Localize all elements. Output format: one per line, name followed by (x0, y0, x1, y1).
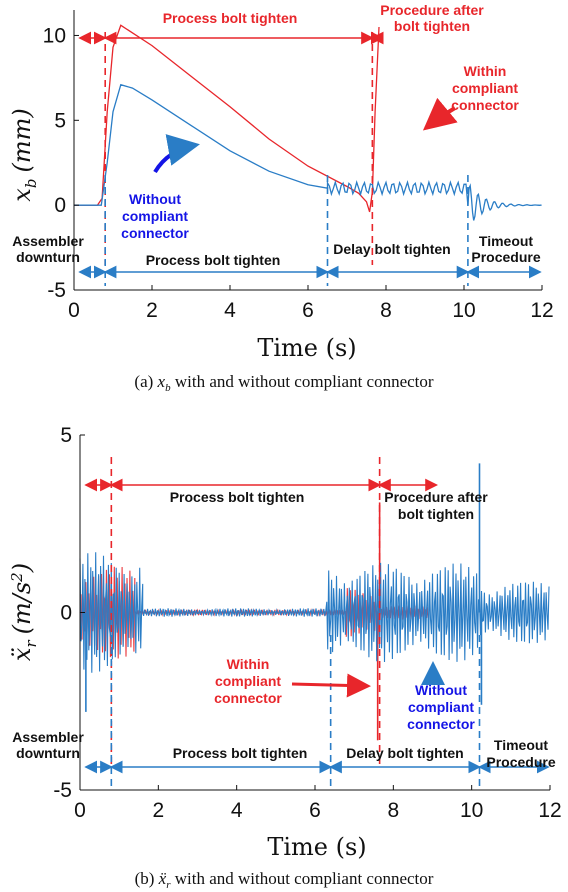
b-y-tick-label: -5 (53, 779, 72, 802)
a-x-tick-label: 4 (224, 299, 236, 322)
a-without-arrow (153, 134, 200, 174)
b-within-arrow (291, 673, 371, 698)
panel-a-plot-area (74, 24, 542, 286)
b-ylabel: ẍr(m/s2) (8, 563, 40, 661)
b-x-tick-label: 6 (309, 799, 321, 822)
a-caption: (a) xb with and without compliant connec… (134, 372, 433, 394)
a-x-tick-label: 8 (380, 299, 392, 322)
b-annotation-without-3: connector (407, 716, 475, 732)
b-x-tick-label: 0 (74, 799, 86, 822)
a-within-arrow (422, 97, 458, 131)
b-annotation-top-procedure-2: bolt tighten (398, 506, 474, 522)
a-x-tick-label: 12 (530, 299, 553, 322)
a-annotation-without-3: connector (121, 225, 189, 241)
a-annotation-timeout-1: Timeout (479, 233, 534, 249)
a-x-tick-label: 2 (146, 299, 158, 322)
panel-b-chart: 0 2 4 6 8 10 12-505 Process bolt tighten Proce… (8, 424, 562, 891)
svg-text:ẍr(m/s2): ẍr(m/s2) (8, 563, 40, 661)
a-annotation-delay: Delay bolt tighten (333, 241, 450, 257)
a-ylabel: xb(mm) (8, 108, 40, 201)
b-annotation-timeout-2: Procedure (486, 754, 555, 770)
a-series-red-line (74, 24, 380, 213)
a-annotation-top-process: Process bolt tighten (163, 10, 298, 26)
svg-text:xb(mm): xb(mm) (8, 108, 40, 201)
a-x-tick-label: 6 (302, 299, 314, 322)
b-annotation-within-1: Within (227, 656, 270, 672)
b-annotation-process: Process bolt tighten (173, 745, 308, 761)
b-x-tick-label: 12 (538, 799, 561, 822)
a-annotation-within-3: connector (451, 97, 519, 113)
b-annotation-within-2: compliant (215, 673, 281, 689)
a-annotation-without-2: compliant (122, 208, 188, 224)
panel-b-plot-area (79, 457, 550, 786)
b-x-tick-label: 10 (460, 799, 483, 822)
a-annotation-within-1: Within (464, 63, 507, 79)
a-annotation-assembler-2: downturn (16, 249, 80, 265)
a-annotation-top-procedure-2: bolt tighten (394, 18, 470, 34)
b-annotation-without-1: Without (415, 682, 467, 698)
a-y-tick-label: 0 (54, 194, 66, 217)
a-annotation-assembler-1: Assembler (12, 233, 84, 249)
a-x-tick-label: 0 (68, 299, 80, 322)
a-y-tick-label: 5 (54, 109, 66, 132)
b-annotation-top-process: Process bolt tighten (170, 489, 305, 505)
b-x-tick-label: 4 (231, 799, 243, 822)
a-annotation-within-2: compliant (452, 80, 518, 96)
a-x-tick-label: 10 (452, 299, 475, 322)
b-annotation-timeout-1: Timeout (494, 737, 549, 753)
a-series-blue-line (74, 83, 542, 221)
b-annotation-delay: Delay bolt tighten (346, 745, 463, 761)
a-y-tick-label: 10 (43, 24, 66, 47)
b-x-tick-label: 2 (152, 799, 164, 822)
a-annotation-timeout-2: Procedure (471, 249, 540, 265)
b-x-tick-label: 8 (387, 799, 399, 822)
panel-b-axes: 0 2 4 6 8 10 12-505 (53, 424, 561, 822)
b-annotation-within-3: connector (214, 690, 282, 706)
b-caption: (b) ẍr with and without compliant connec… (135, 869, 434, 891)
b-y-tick-label: 0 (60, 602, 72, 625)
a-annotation-process: Process bolt tighten (146, 252, 281, 268)
a-xlabel: Time (s) (257, 334, 356, 362)
b-series-blue-line (79, 552, 550, 673)
b-y-tick-label: 5 (60, 424, 72, 447)
a-y-tick-label: -5 (47, 279, 66, 302)
a-annotation-top-procedure-1: Procedure after (380, 2, 484, 18)
a-annotation-without-1: Without (129, 191, 181, 207)
b-annotation-assembler-2: downturn (16, 745, 80, 761)
b-annotation-top-procedure-1: Procedure after (384, 489, 488, 505)
b-xlabel: Time (s) (267, 833, 366, 861)
b-annotation-assembler-1: Assembler (12, 729, 84, 745)
b-annotation-without-2: compliant (408, 699, 474, 715)
